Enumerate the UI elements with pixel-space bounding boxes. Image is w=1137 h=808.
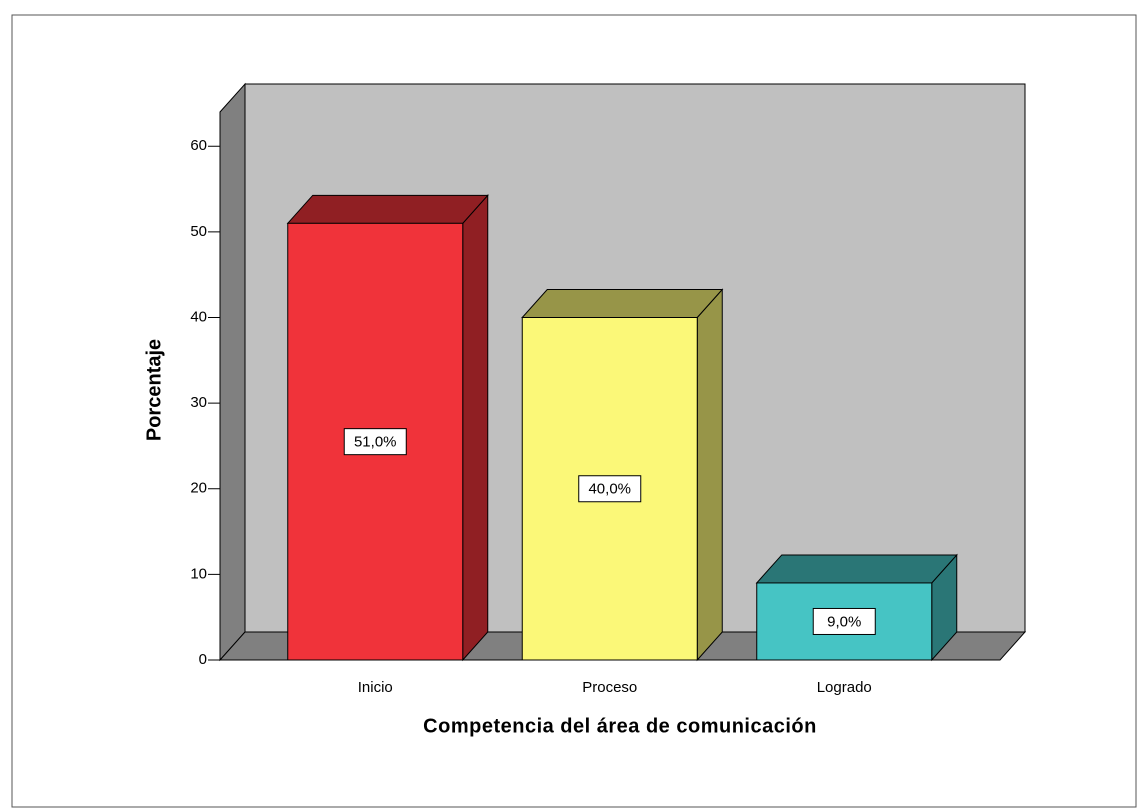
value-label-box — [578, 475, 642, 503]
y-tick-label: 50 — [190, 223, 207, 240]
bar-side — [462, 194, 489, 662]
bar-top — [286, 194, 489, 224]
side-wall — [219, 82, 246, 662]
bar-top — [521, 289, 724, 318]
y-axis-title: Porcentaje — [143, 339, 165, 441]
bar-top — [755, 554, 958, 584]
x-axis-title: Competencia del área de comunicación — [423, 715, 817, 737]
y-tick-label: 40 — [190, 308, 207, 325]
value-label: 9,0% — [827, 613, 861, 630]
x-tick-label: Inicio — [358, 679, 393, 696]
value-label: 40,0% — [588, 481, 631, 498]
y-tick-label: 60 — [190, 137, 207, 154]
y-tick-label: 0 — [199, 651, 207, 668]
x-tick-label: Proceso — [582, 679, 637, 696]
value-label: 51,0% — [354, 434, 397, 451]
value-label-box — [812, 607, 876, 635]
y-tick-label: 30 — [190, 394, 207, 411]
bar-side — [696, 288, 723, 662]
value-label-box — [343, 428, 407, 456]
y-tick-label: 10 — [190, 565, 207, 582]
y-tick-label: 20 — [190, 480, 207, 497]
x-tick-label: Logrado — [817, 679, 872, 696]
